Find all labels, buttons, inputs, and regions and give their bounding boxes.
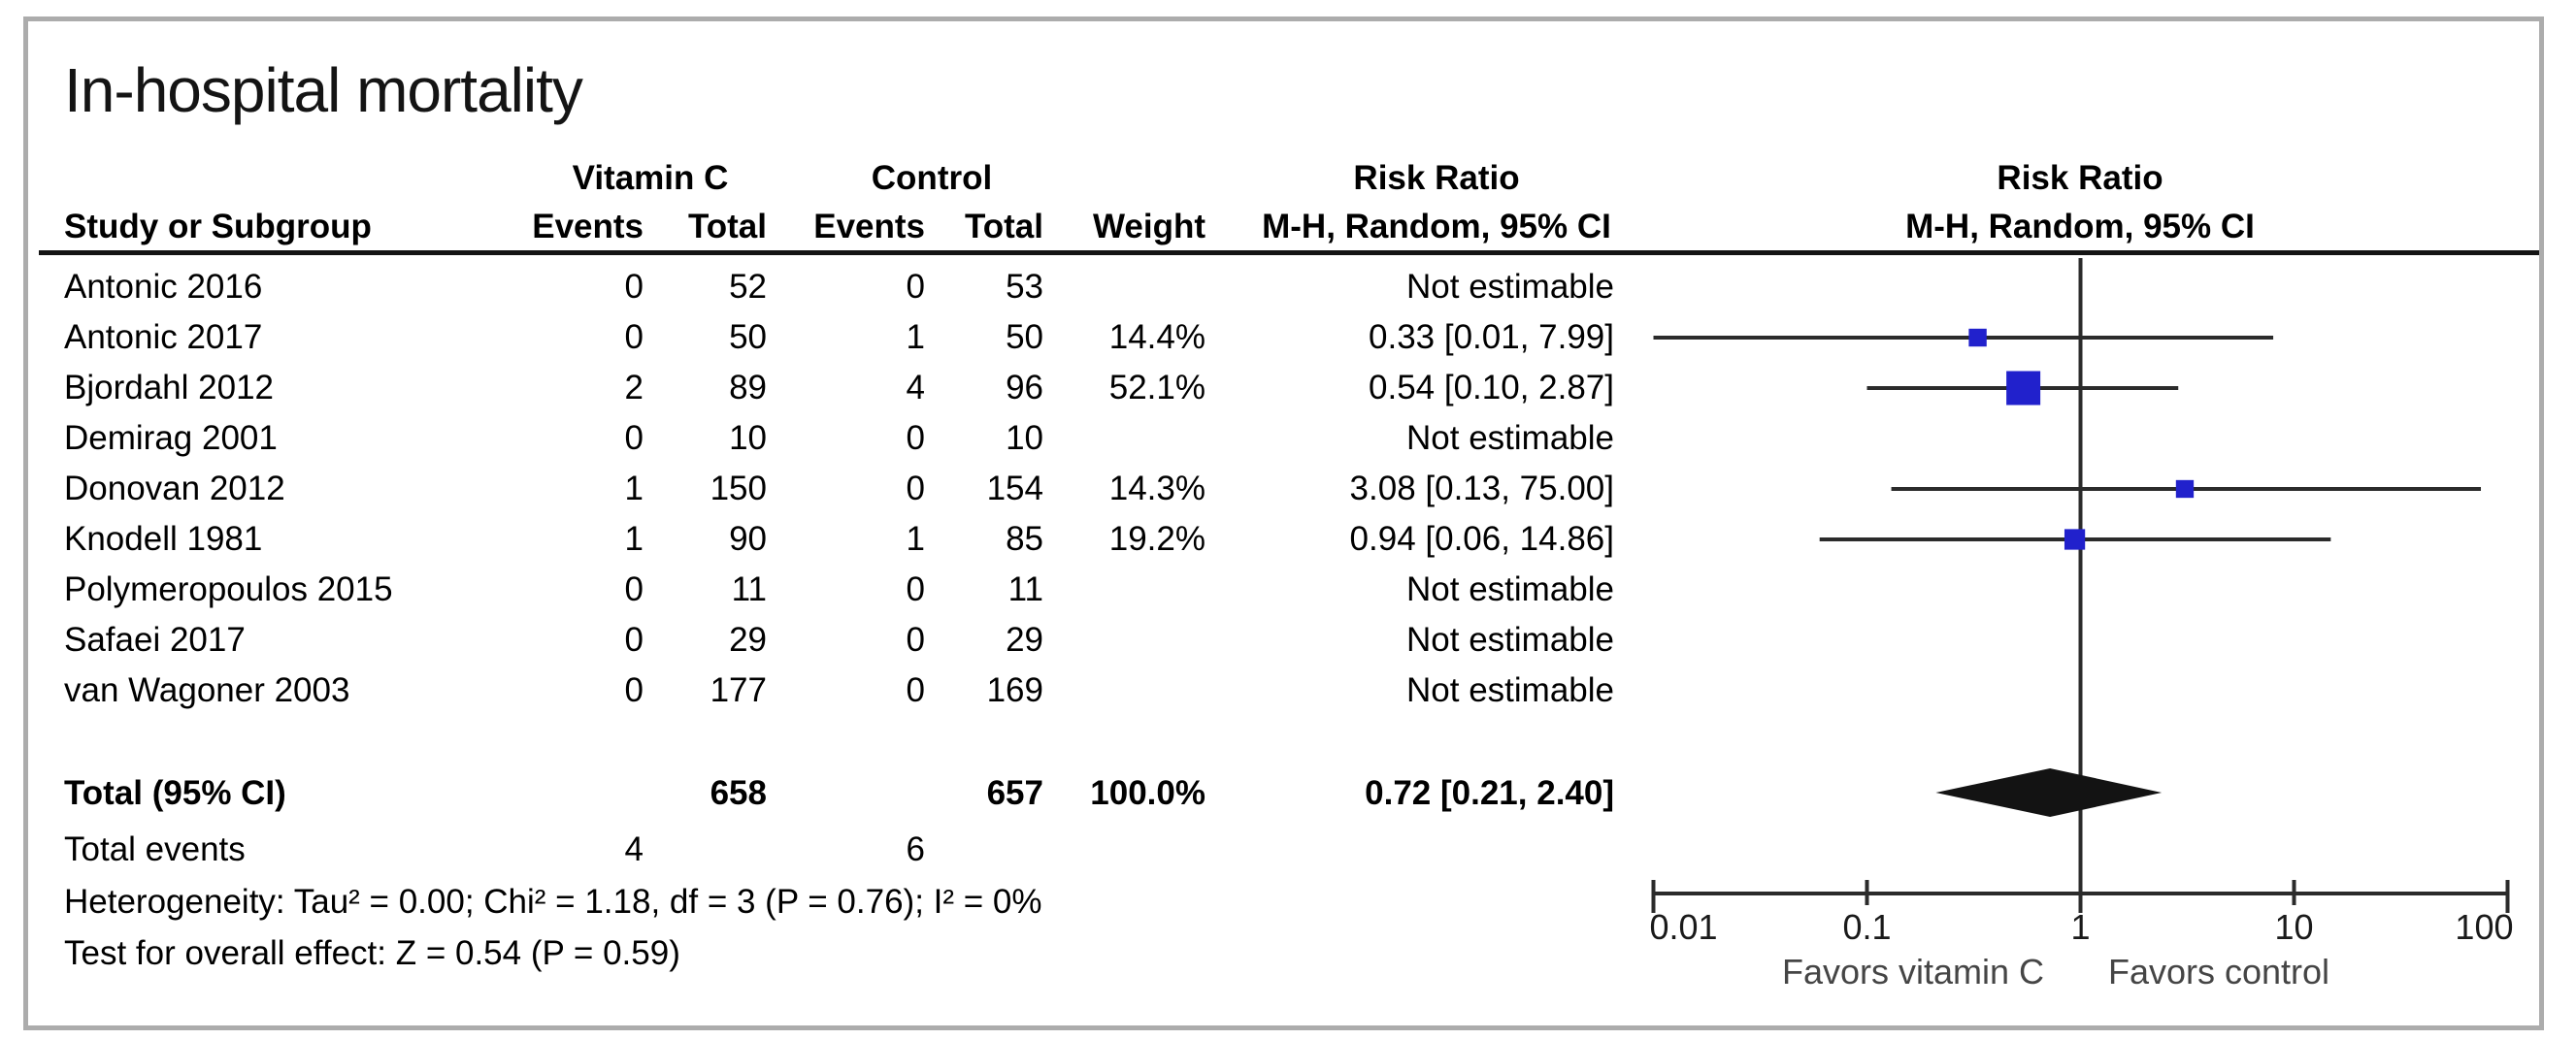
cell-study: Knodell 1981 <box>64 520 263 558</box>
cell-t2: 29 <box>1006 621 1043 659</box>
cell-study: van Wagoner 2003 <box>64 671 350 709</box>
figure-frame <box>23 16 2544 1030</box>
cell-t2: 11 <box>1007 570 1043 608</box>
cell-weight: 19.2% <box>1108 520 1205 558</box>
favors-left-label: Favors vitamin C <box>1782 952 2044 991</box>
cell-rr: 0.54 [0.10, 2.87] <box>1369 369 1614 406</box>
cell-t1: 52 <box>729 268 767 306</box>
cell-rr: Not estimable <box>1406 268 1614 306</box>
cell-e1: 0 <box>624 268 644 306</box>
header-divider <box>39 250 2539 255</box>
total-risk-ratio: 0.72 [0.21, 2.40] <box>1365 774 1614 812</box>
cell-e2: 0 <box>906 470 925 507</box>
cell-rr: 0.94 [0.06, 14.86] <box>1349 520 1614 558</box>
favors-right-label: Favors control <box>2108 952 2329 991</box>
overall-effect-test: Test for overall effect: Z = 0.54 (P = 0… <box>64 934 680 972</box>
cell-rr: Not estimable <box>1406 671 1614 709</box>
total-events-control: 6 <box>906 830 925 868</box>
cell-weight: 14.3% <box>1108 470 1205 507</box>
cell-study: Safaei 2017 <box>64 621 246 659</box>
cell-t1: 150 <box>710 470 767 507</box>
cell-e1: 0 <box>624 419 644 457</box>
cell-study: Donovan 2012 <box>64 470 285 507</box>
cell-t1: 10 <box>729 419 767 457</box>
cell-study: Demirag 2001 <box>64 419 278 457</box>
cell-e2: 0 <box>906 268 925 306</box>
cell-e2: 0 <box>906 570 925 608</box>
axis-tick-label: 1 <box>2070 907 2090 947</box>
cell-t2: 50 <box>1006 318 1043 356</box>
cell-rr: Not estimable <box>1406 570 1614 608</box>
col-method-text: M-H, Random, 95% CI <box>1262 208 1611 245</box>
cell-e1: 2 <box>624 369 644 406</box>
cell-rr: Not estimable <box>1406 419 1614 457</box>
col-method-plot: M-H, Random, 95% CI <box>1905 208 2255 245</box>
cell-e1: 0 <box>624 621 644 659</box>
effect-square <box>2175 479 2195 499</box>
total-events-label: Total events <box>64 830 246 868</box>
cell-rr: 0.33 [0.01, 7.99] <box>1369 318 1614 356</box>
cell-e1: 0 <box>624 671 644 709</box>
cell-e1: 0 <box>624 570 644 608</box>
cell-study: Antonic 2017 <box>64 318 263 356</box>
cell-e1: 0 <box>624 318 644 356</box>
col-study: Study or Subgroup <box>64 208 372 245</box>
axis-tick-label: 10 <box>2274 907 2313 947</box>
title-bar: In-hospital mortality <box>39 32 2539 147</box>
effect-square <box>1968 328 1987 347</box>
cell-t2: 53 <box>1006 268 1043 306</box>
col-group-treatment: Vitamin C <box>572 159 729 197</box>
col-events-treatment: Events <box>532 208 644 245</box>
cell-e1: 1 <box>624 520 644 558</box>
cell-e2: 4 <box>906 369 925 406</box>
cell-weight: 52.1% <box>1108 369 1205 406</box>
cell-rr: 3.08 [0.13, 75.00] <box>1349 470 1614 507</box>
col-risk-ratio-plot: Risk Ratio <box>1997 159 2163 197</box>
total-n-treatment: 658 <box>710 774 767 812</box>
total-label: Total (95% CI) <box>64 774 286 812</box>
page-title: In-hospital mortality <box>64 54 583 125</box>
cell-e2: 0 <box>906 621 925 659</box>
cell-t2: 85 <box>1006 520 1043 558</box>
cell-t2: 10 <box>1006 419 1043 457</box>
axis-tick-label: 0.01 <box>1650 907 1718 947</box>
cell-t1: 29 <box>729 621 767 659</box>
col-total-control: Total <box>964 208 1043 245</box>
total-events-treatment: 4 <box>624 830 644 868</box>
total-weight: 100.0% <box>1090 774 1205 812</box>
cell-weight: 14.4% <box>1108 318 1205 356</box>
cell-e2: 0 <box>906 671 925 709</box>
col-risk-ratio-text: Risk Ratio <box>1353 159 1520 197</box>
cell-e2: 1 <box>906 318 925 356</box>
cell-e2: 1 <box>906 520 925 558</box>
axis-tick-label: 100 <box>2455 907 2513 947</box>
effect-square <box>2006 371 2041 406</box>
cell-study: Antonic 2016 <box>64 268 263 306</box>
cell-t1: 50 <box>729 318 767 356</box>
cell-t2: 96 <box>1006 369 1043 406</box>
cell-e2: 0 <box>906 419 925 457</box>
cell-e1: 1 <box>624 470 644 507</box>
col-group-control: Control <box>871 159 993 197</box>
col-weight: Weight <box>1092 208 1205 245</box>
col-events-control: Events <box>813 208 925 245</box>
cell-t2: 154 <box>986 470 1043 507</box>
heterogeneity-stats: Heterogeneity: Tau² = 0.00; Chi² = 1.18,… <box>64 883 1042 921</box>
effect-square <box>2064 529 2086 550</box>
cell-t2: 169 <box>986 671 1043 709</box>
cell-t1: 90 <box>729 520 767 558</box>
axis-tick-label: 0.1 <box>1842 907 1891 947</box>
cell-rr: Not estimable <box>1406 621 1614 659</box>
total-n-control: 657 <box>986 774 1043 812</box>
cell-study: Bjordahl 2012 <box>64 369 274 406</box>
cell-t1: 11 <box>731 570 767 608</box>
col-total-treatment: Total <box>687 208 767 245</box>
cell-t1: 177 <box>710 671 767 709</box>
cell-t1: 89 <box>729 369 767 406</box>
total-diamond <box>1935 768 2163 817</box>
cell-study: Polymeropoulos 2015 <box>64 570 393 608</box>
